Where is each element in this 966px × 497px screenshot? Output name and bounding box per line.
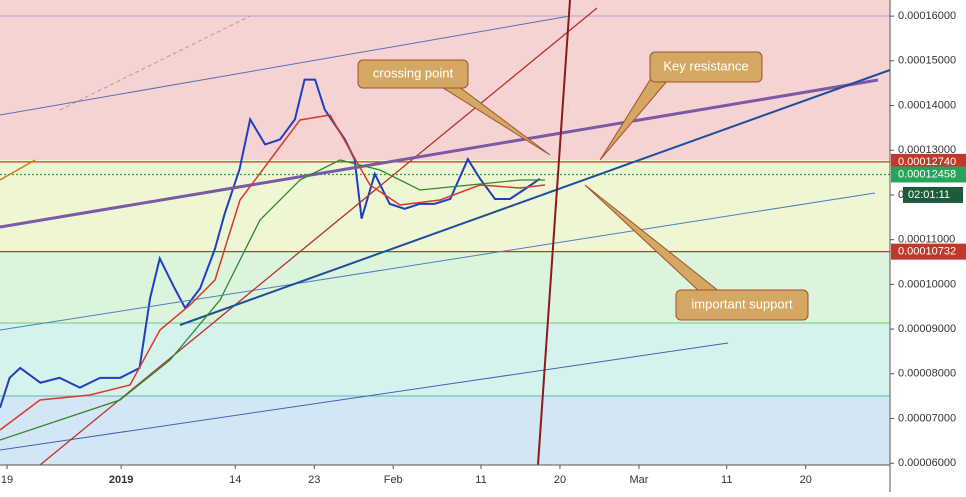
x-tick-label: 19 bbox=[1, 474, 13, 486]
trend-line bbox=[0, 342, 729, 451]
y-tick-label: 0.00007000 bbox=[898, 412, 956, 424]
price-box bbox=[891, 166, 966, 183]
annotation: Key resistance bbox=[663, 58, 748, 73]
trend-line bbox=[0, 15, 571, 116]
band bbox=[0, 323, 890, 396]
price-label: 0.00012740 bbox=[898, 156, 956, 168]
axis-labels: 0.00016000 0.00015000 0.00014000 0.00013000… bbox=[1, 10, 966, 486]
x-tick-label: 14 bbox=[229, 474, 241, 486]
x-tick-label: Mar bbox=[629, 474, 648, 486]
y-tick-label: 0.00011000 bbox=[898, 234, 955, 246]
y-tick-label: 0.00013000 bbox=[898, 144, 956, 156]
trend-line bbox=[0, 159, 36, 181]
annotation: crossing point bbox=[373, 65, 454, 80]
price-box bbox=[891, 153, 966, 170]
callout bbox=[649, 51, 763, 83]
y-tick-label: 0.00006000 bbox=[898, 457, 956, 469]
x-tick-label: 23 bbox=[308, 474, 320, 486]
trend-line bbox=[0, 192, 876, 331]
x-tick-label: 11 bbox=[475, 474, 486, 486]
x-tick-label: 20 bbox=[554, 474, 566, 486]
x-axis bbox=[0, 465, 890, 492]
x-tick-label: Feb bbox=[384, 474, 403, 486]
trend-line bbox=[537, 0, 571, 466]
resistance-line bbox=[0, 78, 879, 229]
annotation: important support bbox=[691, 296, 793, 311]
y-tick-label: 0.00016000 bbox=[898, 10, 956, 22]
trend-line bbox=[59, 15, 251, 111]
plot bbox=[0, 78, 890, 409]
y-tick-label: 0.00009000 bbox=[898, 323, 956, 335]
price-box bbox=[891, 243, 966, 260]
band bbox=[0, 160, 890, 251]
countdown-box bbox=[903, 186, 963, 203]
x-tick-label: 20 bbox=[800, 474, 812, 486]
x-tick-label: 2019 bbox=[109, 474, 133, 486]
callout bbox=[675, 289, 809, 321]
price-line bbox=[0, 78, 541, 409]
trend-line bbox=[39, 7, 598, 466]
moving-average bbox=[0, 114, 546, 431]
countdown: 02:01:11 bbox=[908, 189, 950, 201]
x-tick-label: 11 bbox=[721, 474, 732, 486]
callout bbox=[357, 59, 469, 89]
y-tick-label: 0.00014000 bbox=[898, 99, 956, 111]
price-label: 0.00010732 bbox=[898, 246, 956, 258]
price-label: 0.00012458 bbox=[898, 168, 956, 180]
y-tick-label: 0.00015000 bbox=[898, 55, 956, 67]
moving-average bbox=[0, 159, 545, 441]
band bbox=[0, 396, 890, 465]
y-tick-label: 0.00010000 bbox=[898, 278, 956, 290]
y-tick-label: 0.00008000 bbox=[898, 368, 956, 380]
support-line bbox=[179, 69, 891, 326]
